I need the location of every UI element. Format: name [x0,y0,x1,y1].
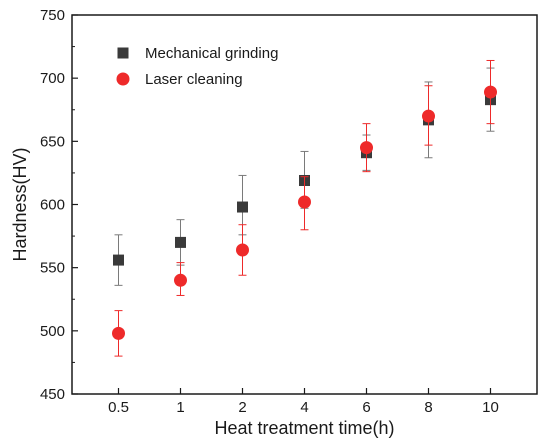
y-tick-label: 700 [40,70,65,87]
x-axis-title: Heat treatment time(h) [214,418,394,438]
data-point-circle [174,273,187,287]
y-axis-title: Hardness(HV) [10,147,30,261]
data-point-circle [360,141,373,155]
x-tick-label: 6 [362,399,370,416]
data-point-circle [236,243,249,257]
series-laser-cleaning [112,59,497,357]
data-point-circle [422,109,435,123]
x-tick-label: 2 [238,399,246,416]
legend: Mechanical grinding Laser cleaning [116,45,278,88]
data-point-square [113,254,124,266]
legend-marker-circle [116,72,130,86]
x-tick-label: 8 [424,399,432,416]
y-tick-label: 550 [40,260,65,277]
y-tick-label: 450 [40,386,65,403]
plot-area [112,59,497,357]
x-tick-label: 10 [482,399,499,416]
data-point-square [237,201,248,213]
x-axis: 0.5 1 2 4 6 8 10 [108,388,499,416]
y-axis: 450 500 550 600 650 700 750 [40,7,78,403]
data-point-square [175,236,186,248]
x-tick-label: 1 [176,399,184,416]
legend-marker-square [117,47,129,59]
y-tick-label: 600 [40,197,65,214]
y-tick-label: 750 [40,7,65,24]
x-tick-label: 4 [300,399,308,416]
data-point-circle [484,85,497,99]
y-tick-label: 650 [40,133,65,150]
data-point-circle [112,326,125,340]
legend-label: Laser cleaning [145,71,243,88]
y-tick-label: 500 [40,323,65,340]
legend-label: Mechanical grinding [145,45,278,62]
x-tick-label: 0.5 [108,399,129,416]
data-point-circle [298,195,311,209]
